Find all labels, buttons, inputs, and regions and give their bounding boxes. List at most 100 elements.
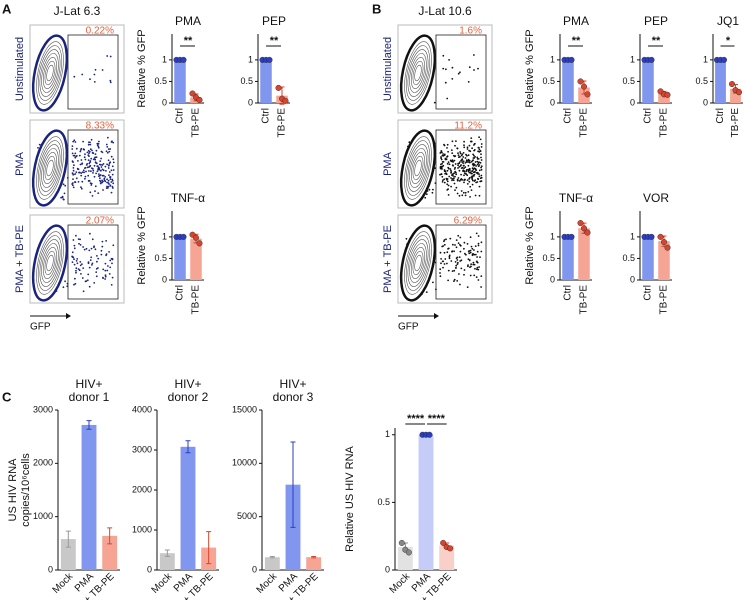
flow-dot xyxy=(104,262,107,265)
flow-dot xyxy=(111,262,113,265)
flow-dot xyxy=(446,97,449,100)
flow-dot xyxy=(94,153,97,156)
flow-dot xyxy=(470,137,473,140)
flow-dot xyxy=(446,143,449,146)
flow-dot xyxy=(75,234,77,237)
flow-dot xyxy=(439,268,442,271)
flow-dot xyxy=(473,149,476,151)
flow-dot xyxy=(91,167,93,170)
flow-dot xyxy=(447,279,449,282)
flow-dot xyxy=(472,157,475,159)
flow-dot xyxy=(93,164,96,167)
flow-dot xyxy=(432,188,434,191)
flow-dot xyxy=(101,179,103,182)
gate-percent: 1.6% xyxy=(459,26,482,37)
flow-dot xyxy=(98,140,100,143)
flow-contour xyxy=(46,254,54,272)
flow-dot xyxy=(446,189,449,191)
flow-contour xyxy=(404,136,432,200)
replicate-point xyxy=(577,220,584,227)
flow-dot xyxy=(472,261,475,264)
gate-percent: 6.29% xyxy=(454,216,482,227)
flow-dot xyxy=(473,253,476,256)
flow-dot xyxy=(96,142,99,145)
replicate-point xyxy=(664,244,671,251)
flow-dot xyxy=(108,164,110,166)
flow-dot xyxy=(91,262,94,265)
y-tick-label: 1 xyxy=(630,54,635,64)
flow-dot xyxy=(106,269,109,272)
y-tick-label: 1 xyxy=(385,429,390,439)
flow-dot xyxy=(105,170,107,172)
bar xyxy=(190,238,202,280)
row-label: PMA xyxy=(14,151,26,176)
flow-dot xyxy=(101,240,104,243)
flow-dot xyxy=(479,256,481,258)
flow-dot xyxy=(478,148,481,151)
flow-dot xyxy=(104,275,107,278)
flow-dot xyxy=(446,169,449,172)
flow-dot xyxy=(101,245,104,248)
bar xyxy=(578,228,590,280)
flow-contour xyxy=(39,49,61,97)
flow-dot xyxy=(82,246,84,248)
flow-dot xyxy=(454,189,456,192)
flow-dot xyxy=(470,189,473,192)
y-tick-label: 2000 xyxy=(132,484,152,494)
flow-dot xyxy=(472,252,474,255)
chart-title: donor 2 xyxy=(168,390,209,404)
flow-dot xyxy=(466,286,469,288)
bar xyxy=(60,539,76,570)
flow-dot xyxy=(97,257,100,260)
flow-dot xyxy=(471,170,474,172)
flow-dot xyxy=(94,248,97,251)
flow-contour xyxy=(410,246,426,280)
gate xyxy=(435,129,487,205)
flow-dot xyxy=(455,246,458,249)
bar xyxy=(642,59,654,103)
flow-dot xyxy=(463,247,465,250)
y-tick-label: 0 xyxy=(48,564,53,574)
replicate-point xyxy=(729,81,736,88)
flow-dot xyxy=(440,158,443,161)
flow-dot xyxy=(62,286,65,289)
flow-dot xyxy=(91,149,93,152)
flow-dot xyxy=(94,190,96,193)
flow-dot xyxy=(454,163,457,165)
flow-dot xyxy=(100,166,103,168)
flow-dot xyxy=(463,241,466,244)
flow-dot xyxy=(74,173,77,175)
flow-dot xyxy=(93,81,96,83)
flow-dot xyxy=(111,140,113,143)
flow-dot xyxy=(90,157,93,160)
flow-dot xyxy=(109,55,112,58)
x-tick-label: TB-PE xyxy=(579,285,590,315)
flow-dot xyxy=(453,269,456,272)
flow-dot xyxy=(72,154,75,157)
flow-dot xyxy=(109,148,112,150)
x-tick-label: Mock xyxy=(388,571,413,596)
flow-dot xyxy=(72,173,75,176)
flow-dot xyxy=(463,170,465,173)
y-tick-label: 0.5 xyxy=(542,76,555,86)
flow-dot xyxy=(478,194,481,197)
flow-dot xyxy=(478,185,481,188)
flow-dot xyxy=(64,280,66,283)
flow-dot xyxy=(441,168,443,170)
flow-contour xyxy=(409,148,427,188)
bar xyxy=(562,59,574,103)
flow-dot xyxy=(79,150,82,153)
flow-dot xyxy=(433,101,436,104)
flow-dot xyxy=(450,149,453,152)
replicate-point xyxy=(721,56,728,63)
flow-dot xyxy=(74,282,77,285)
flow-title: J-Lat 6.3 xyxy=(54,4,101,18)
flow-dot xyxy=(80,273,82,275)
y-tick-label: 0 xyxy=(162,97,167,107)
flow-dot xyxy=(61,196,64,199)
flow-dot xyxy=(111,258,114,261)
y-tick-label: 1000 xyxy=(132,524,152,534)
flow-dot xyxy=(90,256,93,259)
flow-dot xyxy=(447,150,449,153)
flow-dot xyxy=(72,186,75,189)
